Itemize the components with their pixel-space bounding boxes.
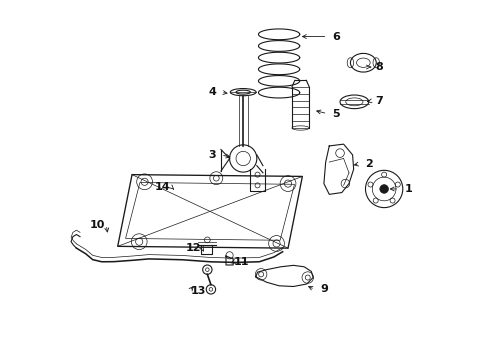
Text: 14: 14	[155, 182, 171, 192]
Text: 5: 5	[333, 109, 340, 119]
Text: 7: 7	[376, 96, 383, 106]
Text: 11: 11	[234, 257, 249, 267]
Text: 12: 12	[185, 243, 201, 253]
Circle shape	[380, 185, 389, 193]
Text: 9: 9	[320, 284, 328, 294]
Text: 10: 10	[90, 220, 105, 230]
Text: 2: 2	[365, 159, 372, 169]
Text: 4: 4	[208, 87, 216, 97]
Text: 1: 1	[404, 184, 412, 194]
Text: 8: 8	[376, 62, 383, 72]
Text: 3: 3	[208, 150, 216, 160]
Text: 13: 13	[191, 286, 206, 296]
Text: 6: 6	[333, 32, 341, 41]
